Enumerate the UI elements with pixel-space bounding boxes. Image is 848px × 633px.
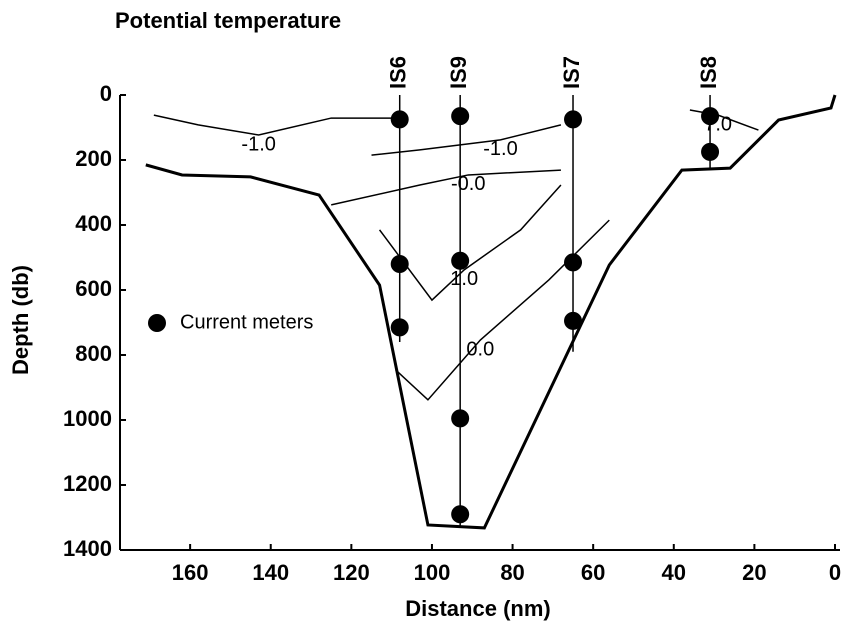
station-label: IS6 xyxy=(386,56,411,89)
bottom-profile xyxy=(145,94,837,530)
x-tick-label: 80 xyxy=(500,560,524,585)
current-meter xyxy=(451,409,470,428)
current-meter xyxy=(451,251,470,270)
y-tick-label: 0 xyxy=(100,81,112,106)
x-tick-label: 160 xyxy=(172,560,209,585)
current-meter xyxy=(390,318,409,337)
y-axis-label: Depth (db) xyxy=(8,265,33,375)
y-tick-label: 200 xyxy=(75,146,112,171)
contour-label: -0.0 xyxy=(451,173,485,195)
x-tick-label: 140 xyxy=(252,560,289,585)
y-tick-label: 1400 xyxy=(63,536,112,561)
station-label: IS9 xyxy=(446,56,471,89)
x-tick-label: 60 xyxy=(581,560,605,585)
current-meter xyxy=(564,311,583,330)
x-tick-label: 20 xyxy=(742,560,766,585)
contour-label: -1.0 xyxy=(483,138,517,160)
current-meter xyxy=(701,107,720,126)
contour-label: 1.0 xyxy=(450,268,478,290)
contour-line xyxy=(331,169,561,206)
current-meter xyxy=(701,142,720,161)
contour-label: -1.0 xyxy=(241,133,275,155)
current-meter xyxy=(390,110,409,129)
x-tick-label: 120 xyxy=(333,560,370,585)
x-tick-label: 0 xyxy=(829,560,841,585)
y-tick-label: 1000 xyxy=(63,406,112,431)
current-meter xyxy=(451,505,470,524)
y-tick-label: 1200 xyxy=(63,471,112,496)
current-meter xyxy=(390,255,409,273)
chart-title: Potential temperature xyxy=(115,8,341,33)
station-label: IS8 xyxy=(696,56,721,89)
contour-line xyxy=(378,184,562,302)
legend-label: Current meters xyxy=(180,311,313,333)
current-meter xyxy=(451,107,470,126)
contour-line xyxy=(153,114,400,136)
contour-label: 0.0 xyxy=(466,338,494,360)
x-tick-label: 100 xyxy=(414,560,451,585)
y-tick-label: 800 xyxy=(75,341,112,366)
x-axis-label: Distance (nm) xyxy=(405,596,550,621)
current-meter xyxy=(564,253,583,272)
contour-line xyxy=(395,219,610,401)
legend-marker xyxy=(148,314,166,332)
current-meter xyxy=(564,110,583,129)
y-tick-label: 400 xyxy=(75,211,112,236)
x-tick-label: 40 xyxy=(662,560,686,585)
station-label: IS7 xyxy=(559,56,584,89)
y-tick-label: 600 xyxy=(75,276,112,301)
